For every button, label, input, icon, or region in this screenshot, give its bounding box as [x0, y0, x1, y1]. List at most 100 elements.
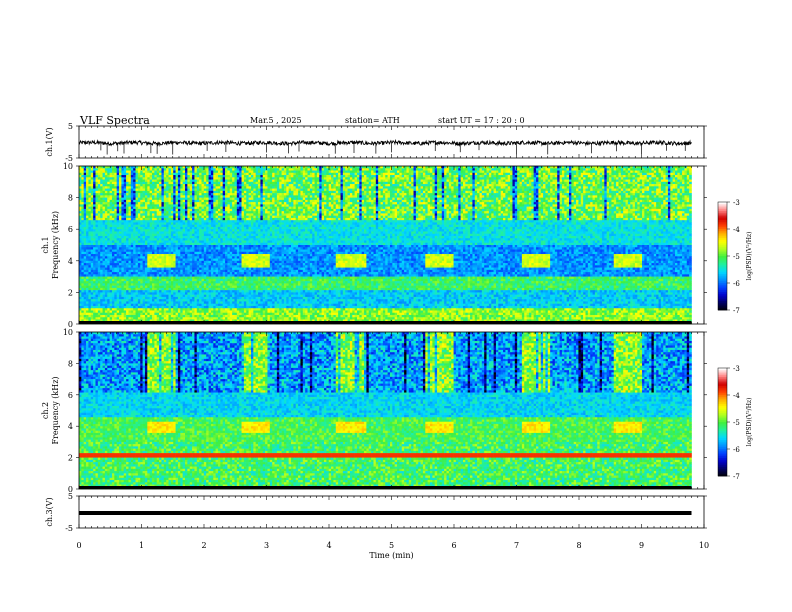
spectrogram-cell: [112, 234, 115, 237]
spectrogram-cell: [98, 270, 101, 273]
spectrogram-cell: [107, 216, 110, 219]
spectrogram-cell: [88, 297, 91, 300]
waveform-line: [79, 141, 692, 146]
spectrogram-cell: [95, 286, 98, 289]
spectrogram-cell: [103, 195, 106, 198]
spectrogram-cell: [110, 256, 113, 259]
spectrogram-cell: [110, 211, 113, 214]
spectrogram-cell: [84, 204, 87, 207]
spectrogram-cell: [100, 313, 103, 316]
spectrogram-cell: [117, 168, 120, 171]
spectrogram-cell: [93, 286, 96, 289]
spectrogram-cell: [105, 279, 108, 282]
spectrogram-cell: [100, 198, 103, 201]
spectrogram-cell: [105, 310, 108, 313]
spectrogram-cell: [107, 313, 110, 316]
spectrogram-cell: [107, 207, 110, 210]
spectrogram-cell: [105, 301, 108, 304]
spectrogram-cell: [81, 247, 84, 250]
spectrogram-cell: [103, 297, 106, 300]
spectrogram-cell: [81, 209, 84, 212]
spectrogram-cell: [86, 304, 89, 307]
spectrogram-cell: [114, 171, 117, 174]
spectrogram-cell: [84, 180, 87, 183]
spectrogram-cell: [114, 225, 117, 228]
spectrogram-cell: [84, 216, 87, 219]
spectrogram-cell: [110, 202, 113, 205]
spectrogram-cell: [88, 189, 91, 192]
spectrogram-cell: [98, 177, 101, 180]
spectrogram-cell: [112, 209, 115, 212]
spectrogram-cell: [100, 317, 103, 320]
spectrogram-cell: [86, 263, 89, 266]
spectrogram-cell: [105, 292, 108, 295]
spectrogram-cell: [103, 234, 106, 237]
spectrogram-cell: [105, 288, 108, 291]
spectrogram-cell: [107, 279, 110, 282]
spectrogram-cell: [103, 189, 106, 192]
spectrogram-cell: [84, 225, 87, 228]
spectrogram-cell: [100, 177, 103, 180]
spectrogram-cell: [100, 277, 103, 280]
spectrogram-cell: [88, 216, 91, 219]
spectrogram-cell: [84, 234, 87, 237]
spectrogram-cell: [88, 198, 91, 201]
spectrogram-cell: [103, 175, 106, 178]
spectrogram-cell: [86, 177, 89, 180]
spectrogram-cell: [98, 279, 101, 282]
spectrogram-cell: [86, 268, 89, 271]
spectrogram-cell: [105, 299, 108, 302]
spectrogram-cell: [88, 234, 91, 237]
spectrogram-cell: [84, 186, 87, 189]
spectrogram-cell: [105, 306, 108, 309]
spectrogram-cell: [95, 207, 98, 210]
spectrogram-cell: [81, 279, 84, 282]
spectrogram-cell: [105, 295, 108, 298]
spectrogram-cell: [88, 225, 91, 228]
spectrogram-cell: [105, 259, 108, 262]
spectrogram-cell: [81, 304, 84, 307]
spectrogram-cell: [107, 247, 110, 250]
spectrogram-cell: [98, 180, 101, 183]
spectrogram-cell: [93, 274, 96, 277]
spectrogram-cell: [81, 238, 84, 241]
spectrogram-cell: [81, 213, 84, 216]
spectrogram-cell: [100, 225, 103, 228]
spectrogram-cell: [105, 256, 108, 259]
spectrogram-cell: [107, 292, 110, 295]
spectrogram-cell: [91, 247, 94, 250]
spectrogram-cell: [110, 182, 113, 185]
spectrogram-cell: [86, 295, 89, 298]
spectrogram-cell: [81, 310, 84, 313]
spectrogram-cell: [88, 295, 91, 298]
spectrogram-cell: [114, 308, 117, 311]
spectrogram-cell: [100, 231, 103, 234]
spectrogram-cell: [103, 304, 106, 307]
spectrogram-cell: [81, 286, 84, 289]
spectrogram-cell: [107, 227, 110, 230]
spectrogram-cell: [103, 186, 106, 189]
spectrogram-cell: [91, 259, 94, 262]
spectrogram-cell: [86, 270, 89, 273]
spectrogram-cell: [117, 180, 120, 183]
spectrogram-cell: [103, 245, 106, 248]
spectrogram-cell: [114, 168, 117, 171]
spectrogram-cell: [91, 171, 94, 174]
spectrogram-cell: [86, 256, 89, 259]
spectrogram-cell: [98, 274, 101, 277]
spectrogram-cell: [86, 274, 89, 277]
spectrogram-cell: [88, 191, 91, 194]
spectrogram-cell: [84, 247, 87, 250]
spectrogram-cell: [86, 261, 89, 264]
spectrogram-cells: [79, 166, 692, 324]
spectrogram-cell: [91, 265, 94, 268]
spectrogram-cell: [88, 277, 91, 280]
spectrogram-cell: [91, 227, 94, 230]
spectrogram-cell: [114, 247, 117, 250]
spectrogram-cell: [84, 279, 87, 282]
spectrogram-cell: [88, 283, 91, 286]
spectrogram-cell: [98, 261, 101, 264]
spectrogram-cell: [103, 200, 106, 203]
spectrogram-cell: [91, 236, 94, 239]
spectrogram-cell: [105, 308, 108, 311]
